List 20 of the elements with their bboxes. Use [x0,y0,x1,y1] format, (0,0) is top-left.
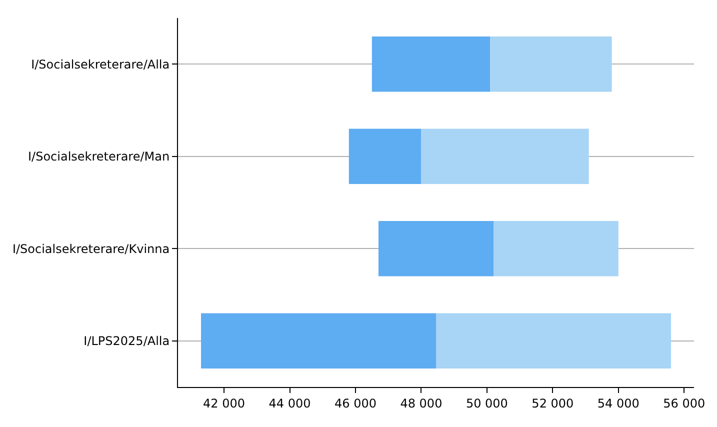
x-tick-label: 54 000 [597,396,640,410]
x-tick-label: 44 000 [268,396,311,410]
x-tick-label: 52 000 [532,396,574,410]
x-tick-label: 56 000 [663,396,706,410]
x-tick-label: 50 000 [466,396,508,410]
bar [494,220,618,276]
y-tick-label: I/Socialsekreterare/Alla [31,57,170,72]
bar [348,128,422,184]
bar [201,313,436,369]
y-tick-label: I/LPS2025/Alla [84,334,170,348]
bar [378,220,494,276]
x-tick-label: 48 000 [400,396,442,410]
x-tick-label: 46 000 [334,396,376,410]
bar [372,36,490,92]
bar [436,313,671,369]
bar [421,128,589,184]
y-tick-label: I/Socialsekreterare/Kvinna [12,242,170,256]
y-tick-label: I/Socialsekreterare/Man [28,150,170,164]
bar [490,36,612,92]
x-tick-label: 42 000 [203,396,246,410]
